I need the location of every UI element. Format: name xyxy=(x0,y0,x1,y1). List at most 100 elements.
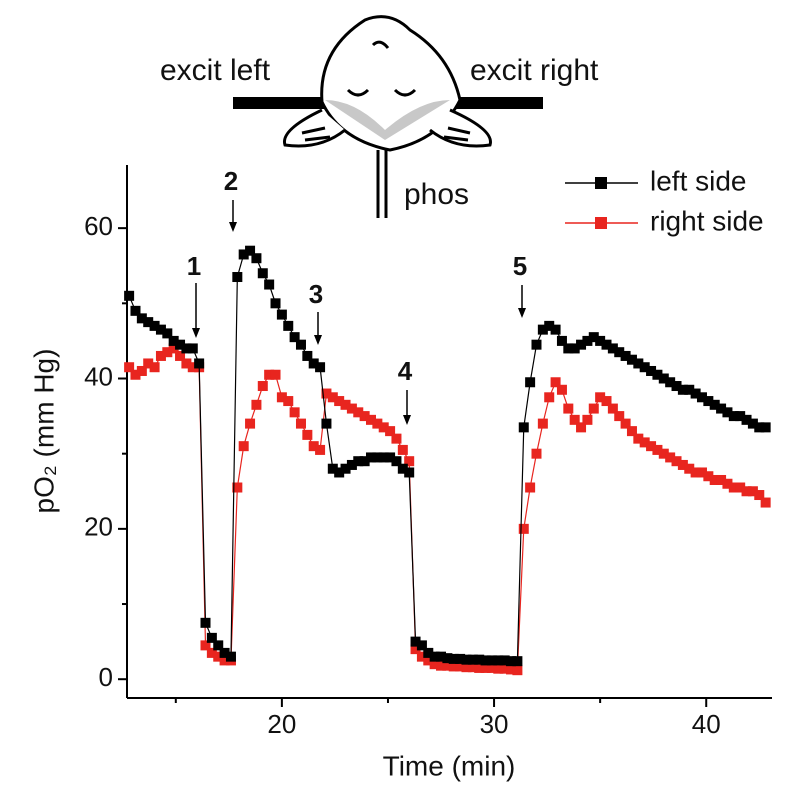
marker xyxy=(722,478,733,489)
marker xyxy=(652,369,663,380)
marker xyxy=(124,362,135,373)
marker xyxy=(728,482,739,493)
marker xyxy=(143,358,154,369)
marker xyxy=(162,328,173,339)
marker xyxy=(576,422,587,433)
marker xyxy=(461,654,472,665)
annotation: 2 xyxy=(224,166,238,196)
marker xyxy=(346,459,357,470)
marker xyxy=(149,362,160,373)
marker xyxy=(455,653,466,664)
marker xyxy=(499,663,510,674)
marker xyxy=(677,384,688,395)
marker xyxy=(130,305,141,316)
marker xyxy=(353,456,364,467)
marker xyxy=(238,249,249,260)
marker xyxy=(512,656,523,667)
marker xyxy=(563,403,574,414)
marker xyxy=(595,392,606,403)
marker xyxy=(404,456,415,467)
marker xyxy=(467,654,478,665)
marker xyxy=(181,343,192,354)
marker xyxy=(658,448,669,459)
marker xyxy=(525,482,536,493)
marker xyxy=(665,377,676,388)
marker xyxy=(512,665,523,676)
marker xyxy=(684,384,695,395)
marker xyxy=(556,384,567,395)
marker xyxy=(639,437,650,448)
marker xyxy=(467,662,478,673)
marker xyxy=(671,381,682,392)
marker xyxy=(416,640,427,651)
marker xyxy=(595,335,606,346)
marker xyxy=(283,396,294,407)
marker xyxy=(499,655,510,666)
annotation-arrowhead xyxy=(192,328,200,338)
marker xyxy=(181,358,192,369)
marker xyxy=(295,418,306,429)
marker xyxy=(308,358,319,369)
marker xyxy=(429,659,440,670)
marker xyxy=(588,332,599,343)
marker xyxy=(385,452,396,463)
marker xyxy=(735,482,746,493)
marker xyxy=(340,463,351,474)
diagram-label: phos xyxy=(404,178,469,211)
marker xyxy=(506,656,517,667)
marker xyxy=(219,655,230,666)
face xyxy=(346,40,417,97)
marker xyxy=(315,444,326,455)
marker xyxy=(391,433,402,444)
marker xyxy=(410,636,421,647)
marker xyxy=(334,467,345,478)
marker xyxy=(646,441,657,452)
marker xyxy=(416,651,427,662)
marker xyxy=(124,290,135,301)
marker xyxy=(607,343,618,354)
marker xyxy=(531,339,542,350)
marker xyxy=(728,411,739,422)
marker xyxy=(506,664,517,675)
annotation: 1 xyxy=(187,251,201,281)
marker xyxy=(588,403,599,414)
marker xyxy=(327,463,338,474)
marker xyxy=(703,471,714,482)
marker xyxy=(225,651,236,662)
marker xyxy=(213,640,224,651)
marker xyxy=(550,377,561,388)
marker xyxy=(665,452,676,463)
marker xyxy=(130,369,141,380)
marker xyxy=(404,467,415,478)
marker xyxy=(493,655,504,666)
marker xyxy=(238,441,249,452)
marker xyxy=(563,343,574,354)
marker xyxy=(677,459,688,470)
marker xyxy=(537,418,548,429)
marker xyxy=(264,279,275,290)
marker xyxy=(423,655,434,666)
marker xyxy=(232,482,243,493)
gray-region xyxy=(325,100,450,140)
marker xyxy=(550,324,561,335)
marker xyxy=(709,474,720,485)
marker xyxy=(493,663,504,674)
marker xyxy=(480,655,491,666)
marker xyxy=(442,660,453,671)
marker xyxy=(582,335,593,346)
marker xyxy=(200,617,211,628)
marker xyxy=(455,661,466,672)
legend-label: left side xyxy=(650,165,747,196)
marker xyxy=(633,358,644,369)
marker xyxy=(359,456,370,467)
marker xyxy=(378,422,389,433)
marker xyxy=(684,463,695,474)
marker xyxy=(397,444,408,455)
marker xyxy=(614,347,625,358)
marker xyxy=(646,365,657,376)
y-tick-label: 0 xyxy=(99,662,113,692)
marker xyxy=(155,324,166,335)
marker xyxy=(149,320,160,331)
marker xyxy=(614,411,625,422)
